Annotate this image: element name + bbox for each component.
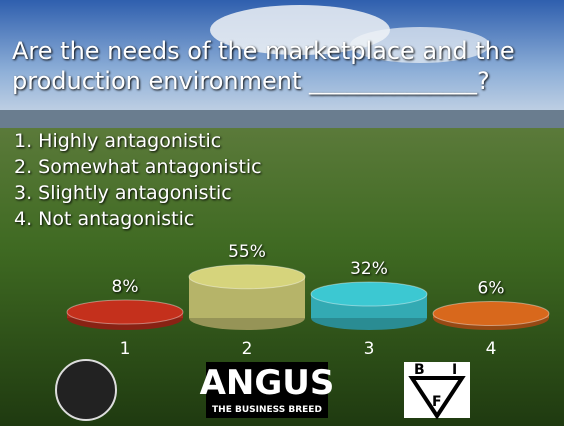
bif-logo — [404, 362, 470, 418]
angus-logo — [206, 362, 328, 418]
angus-text: ANGUS — [200, 363, 335, 403]
bif-letter: I — [452, 362, 457, 378]
value-label: 32% — [350, 259, 388, 279]
option: 4. Not antagonistic — [14, 208, 195, 230]
value-label: 8% — [112, 277, 139, 297]
bar-top — [188, 264, 306, 290]
value-label: 55% — [228, 242, 266, 262]
bif-letter: B — [414, 362, 425, 378]
x-tick-label: 3 — [364, 339, 375, 359]
bar-top — [66, 299, 184, 325]
bif-triangle — [408, 376, 466, 420]
option: 1. Highly antagonistic — [14, 130, 222, 152]
cloud — [210, 5, 390, 55]
option: 3. Slightly antagonistic — [14, 182, 232, 204]
options: 1. Highly antagonistic 2. Somewhat antago… — [14, 128, 262, 232]
hills — [0, 110, 564, 130]
value-label: 6% — [478, 279, 505, 299]
bif-letter: F — [432, 394, 442, 410]
bar-top — [432, 301, 550, 326]
bif-seal — [55, 359, 117, 421]
x-tick-label: 4 — [486, 339, 497, 359]
footer: ANGUS THE BUSINESS BREED B I F — [55, 359, 470, 421]
x-tick-label: 2 — [242, 339, 253, 359]
cloud — [350, 27, 490, 63]
chart-title: Are the needs of the marketplace and the… — [12, 37, 515, 95]
angus-tagline: THE BUSINESS BREED — [212, 405, 322, 415]
option: 2. Somewhat antagonistic — [14, 156, 262, 178]
bar-top — [310, 281, 428, 307]
x-tick-label: 1 — [120, 339, 131, 359]
